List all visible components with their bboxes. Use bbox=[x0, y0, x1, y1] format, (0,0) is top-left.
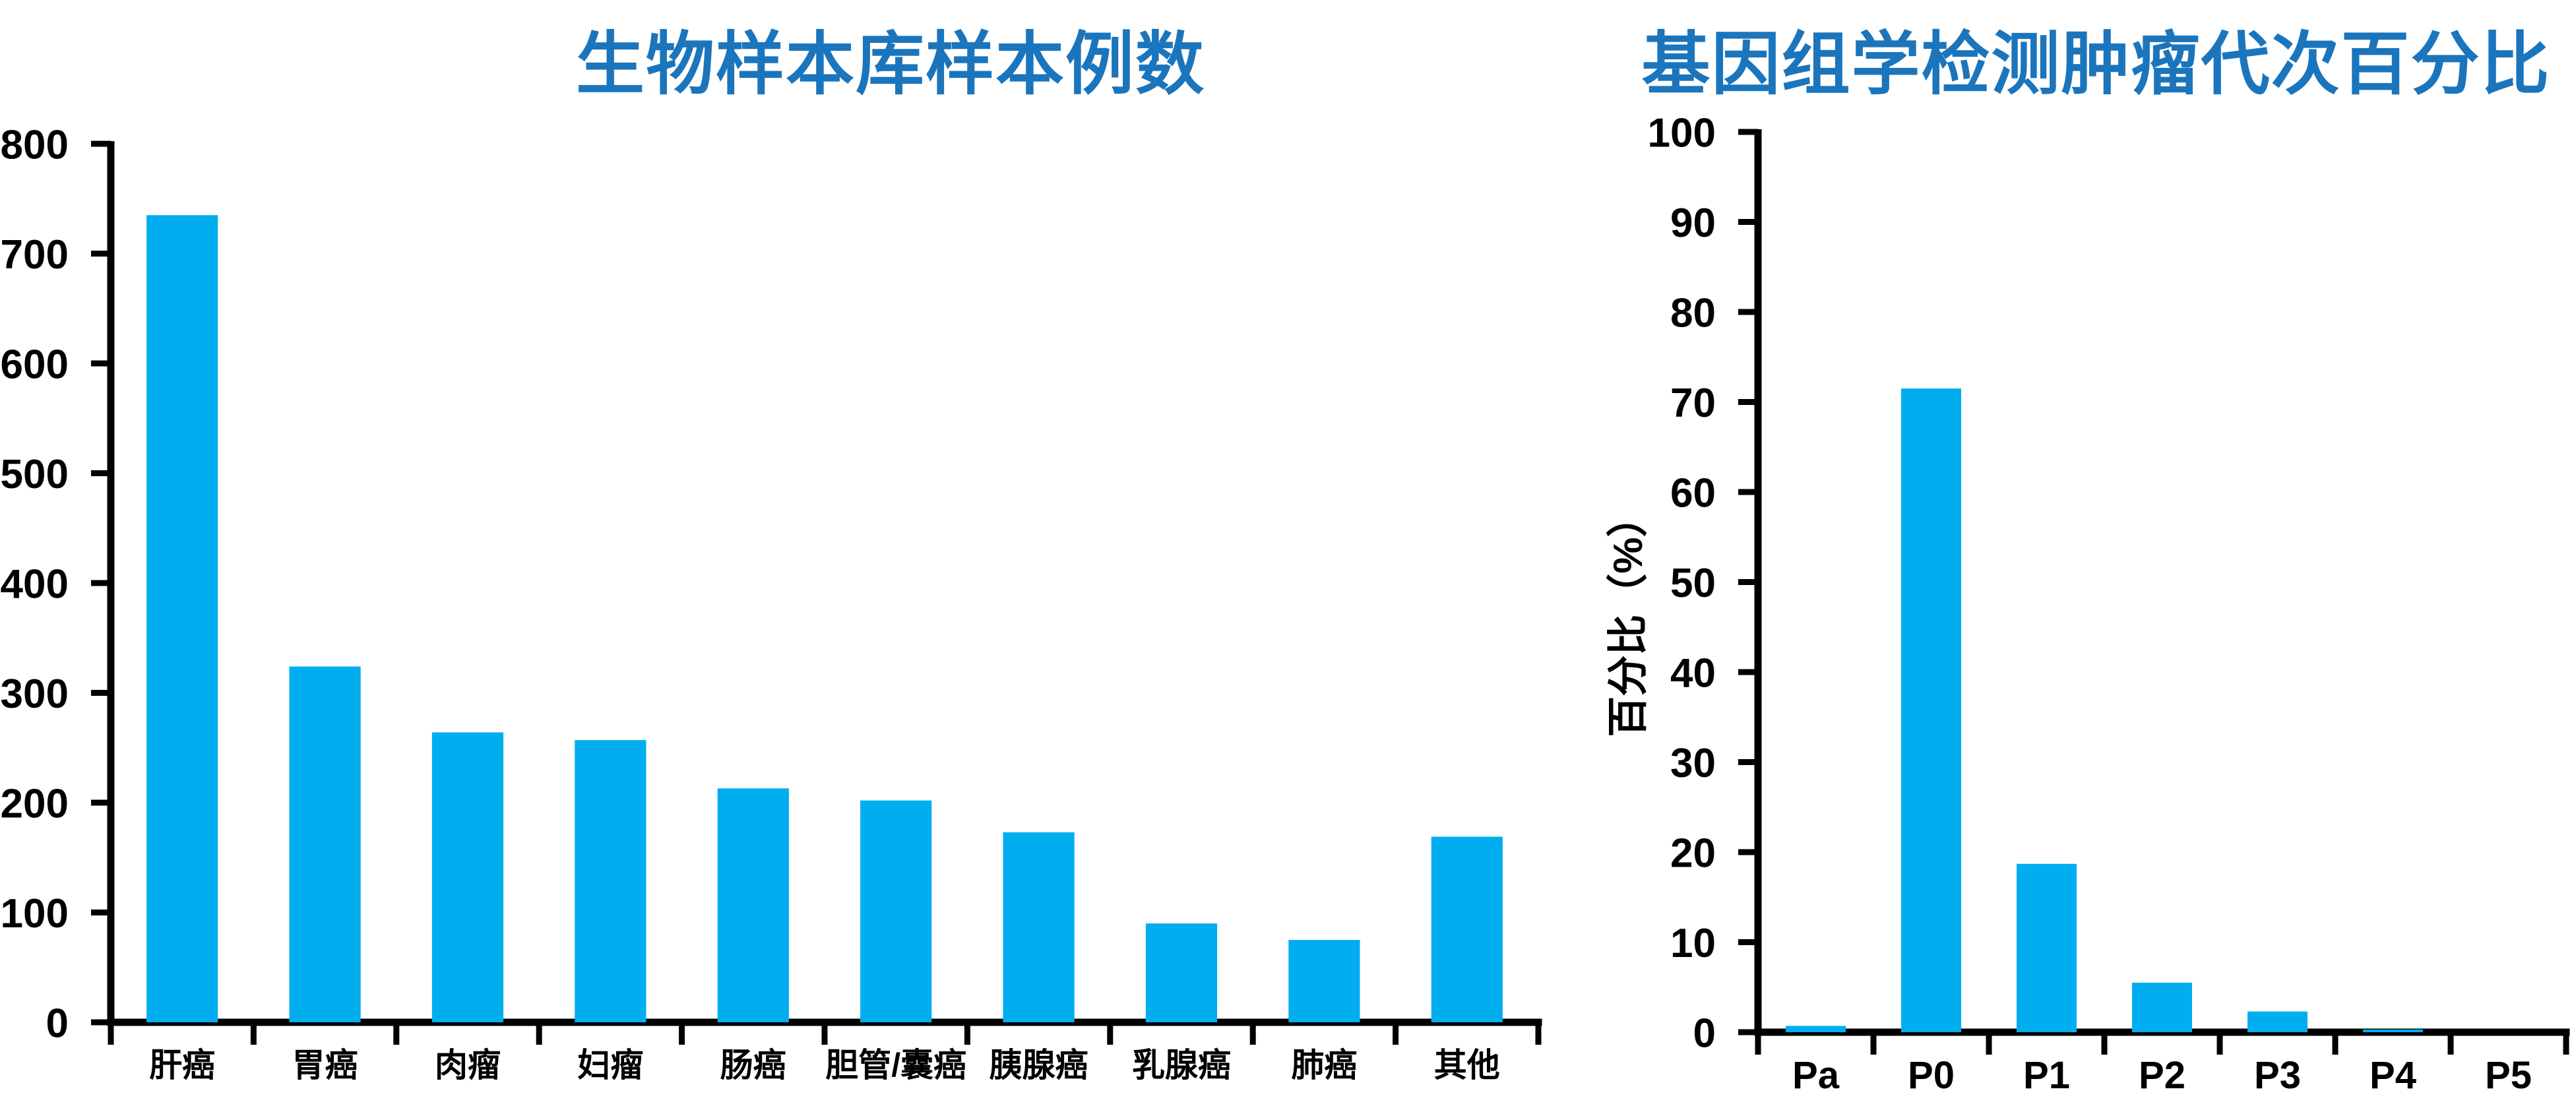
x-tick-label: P2 bbox=[2139, 1054, 2185, 1097]
x-tick-label: Pa bbox=[1792, 1054, 1840, 1097]
bar bbox=[1786, 1026, 1846, 1032]
y-tick-label: 50 bbox=[1670, 561, 1716, 606]
x-tick-label: 肉瘤 bbox=[435, 1047, 501, 1084]
x-tick-label: 其他 bbox=[1434, 1047, 1500, 1084]
x-tick-label: P5 bbox=[2485, 1054, 2532, 1097]
y-tick-label: 20 bbox=[1670, 830, 1716, 876]
y-tick-label: 200 bbox=[1, 781, 69, 826]
y-tick-label: 40 bbox=[1670, 650, 1716, 696]
y-tick-label: 30 bbox=[1670, 741, 1716, 786]
bar bbox=[575, 740, 646, 1022]
y-tick-label: 0 bbox=[46, 1001, 69, 1046]
x-tick-label: 肝癌 bbox=[149, 1047, 215, 1084]
x-tick-label: 妇瘤 bbox=[577, 1047, 643, 1084]
x-tick-label: 胆管/囊癌 bbox=[825, 1047, 966, 1084]
x-tick-label: 肠癌 bbox=[720, 1047, 786, 1084]
bar bbox=[1431, 836, 1503, 1022]
bar bbox=[431, 732, 504, 1022]
y-tick-label: 700 bbox=[1, 232, 69, 278]
chart-title-right: 基因组学检测肿瘤代次百分比 bbox=[1641, 26, 2551, 103]
bar bbox=[1901, 388, 1961, 1032]
bar bbox=[1003, 832, 1075, 1022]
y-tick-label: 10 bbox=[1670, 921, 1716, 966]
x-tick-label: P3 bbox=[2254, 1054, 2301, 1097]
bar bbox=[2363, 1029, 2423, 1032]
y-tick-label: 400 bbox=[1, 561, 69, 607]
y-tick-label: 0 bbox=[1693, 1010, 1716, 1056]
x-tick-label: P0 bbox=[1908, 1054, 1955, 1097]
x-tick-label: P4 bbox=[2370, 1054, 2416, 1097]
y-tick-label: 500 bbox=[1, 452, 69, 497]
bar bbox=[717, 788, 789, 1022]
y-tick-label: 60 bbox=[1670, 470, 1716, 516]
y-tick-label: 100 bbox=[1, 891, 69, 937]
x-tick-label: 乳腺癌 bbox=[1132, 1047, 1231, 1084]
x-tick-label: 胰腺癌 bbox=[990, 1047, 1088, 1084]
bar-chart: 0 100 200 300 400 500 600 700 800 肝癌 胃癌 肉瘤 妇瘤 肠癌 胆管/囊癌… bbox=[1, 122, 1542, 1084]
y-tick-label: 600 bbox=[1, 342, 69, 387]
chart-title-left: 生物样本库样本例数 bbox=[575, 26, 1205, 103]
x-tick-label: P1 bbox=[2023, 1054, 2070, 1097]
bar bbox=[2017, 863, 2077, 1032]
bar bbox=[2132, 982, 2192, 1032]
bar bbox=[2247, 1011, 2308, 1032]
bar bbox=[1145, 923, 1218, 1022]
bar-chart: 0 10 20 30 40 50 60 70 80 90 100 Pa P0 P1 P2 P3 P4 P5 bbox=[1648, 110, 2570, 1097]
bar bbox=[146, 215, 218, 1023]
y-tick-label: 300 bbox=[1, 671, 69, 717]
y-tick-label: 100 bbox=[1648, 110, 1716, 156]
bar bbox=[860, 800, 932, 1022]
x-tick-label: 肺癌 bbox=[1291, 1047, 1357, 1084]
x-tick-label: 胃癌 bbox=[292, 1047, 358, 1084]
y-tick-label: 70 bbox=[1670, 381, 1716, 426]
y-tick-label: 800 bbox=[1, 122, 69, 168]
y-tick-label: 90 bbox=[1670, 201, 1716, 246]
bar bbox=[1288, 940, 1360, 1022]
bar bbox=[289, 666, 361, 1022]
y-tick-label: 80 bbox=[1670, 290, 1716, 336]
